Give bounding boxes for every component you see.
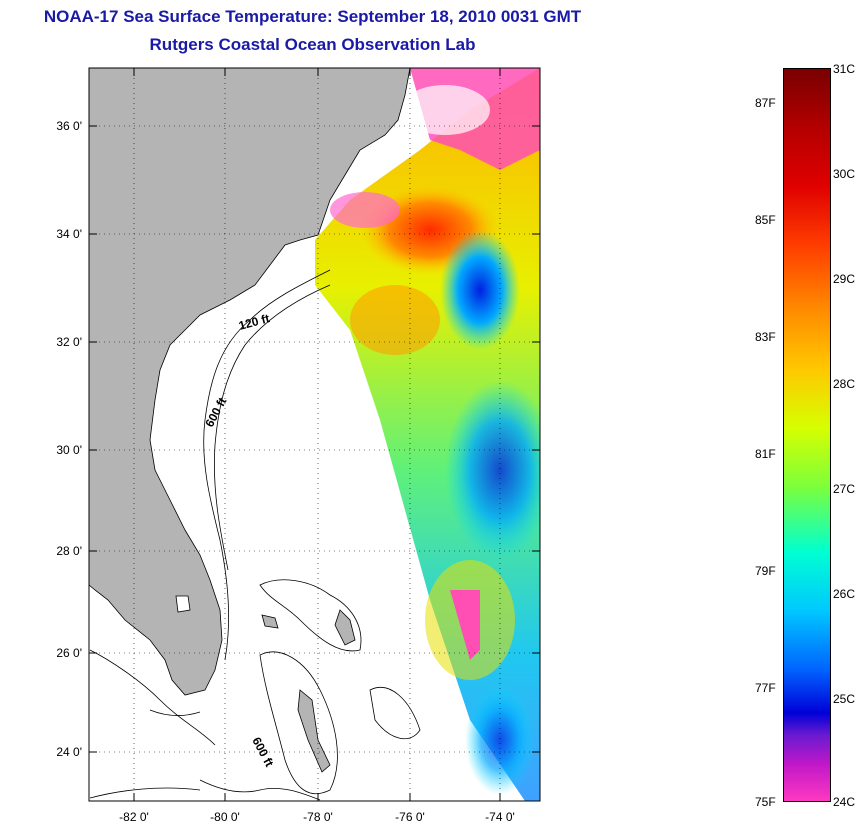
lon-label: -82 0'	[119, 810, 149, 824]
lat-label: 32 0'	[56, 335, 82, 349]
map-subtitle: Rutgers Coastal Ocean Observation Lab	[149, 35, 476, 54]
colorbar-celsius-label: 24C	[833, 795, 856, 809]
colorbar-celsius-label: 28C	[833, 377, 856, 391]
temperature-colorbar	[783, 68, 831, 802]
colorbar-fahrenheit-label: 87F	[755, 96, 776, 110]
bathymetry-contours	[89, 269, 421, 801]
map-frame	[88, 67, 541, 802]
colorbar-celsius-label: 25C	[833, 692, 856, 706]
lat-label: 30 0'	[56, 443, 82, 457]
lon-label: -78 0'	[303, 810, 333, 824]
colorbar-fahrenheit-label: 81F	[755, 447, 776, 461]
latitude-labels: 36 0' 34 0' 32 0' 30 0' 28 0' 26 0' 24 0…	[56, 119, 82, 759]
colorbar-celsius-label: 26C	[833, 587, 856, 601]
graticule	[89, 68, 540, 801]
longitude-labels: -82 0' -80 0' -78 0' -76 0' -74 0'	[119, 810, 515, 824]
colorbar-fahrenheit-label: 83F	[755, 330, 776, 344]
lat-label: 34 0'	[56, 227, 82, 241]
colorbar-celsius-label: 31C	[833, 62, 856, 76]
colorbar-fahrenheit-label: 85F	[755, 213, 776, 227]
axis-ticks	[89, 68, 540, 801]
cloud-patch	[450, 590, 480, 660]
sst-swath	[315, 68, 540, 801]
bahamas-islands	[175, 595, 356, 773]
land-mass	[89, 68, 411, 696]
colorbar-fahrenheit-label: 75F	[755, 795, 776, 809]
colorbar-celsius-label: 30C	[833, 167, 856, 181]
map-title: NOAA-17 Sea Surface Temperature: Septemb…	[43, 7, 582, 26]
lat-label: 26 0'	[56, 646, 82, 660]
lat-label: 28 0'	[56, 544, 82, 558]
lon-label: -76 0'	[395, 810, 425, 824]
colorbar-fahrenheit-label: 79F	[755, 564, 776, 578]
lat-label: 24 0'	[56, 745, 82, 759]
lat-label: 36 0'	[56, 119, 82, 133]
colorbar-fahrenheit-label: 77F	[755, 681, 776, 695]
lon-label: -74 0'	[485, 810, 515, 824]
colorbar-celsius-label: 27C	[833, 482, 856, 496]
lon-label: -80 0'	[210, 810, 240, 824]
colorbar-celsius-label: 29C	[833, 272, 856, 286]
